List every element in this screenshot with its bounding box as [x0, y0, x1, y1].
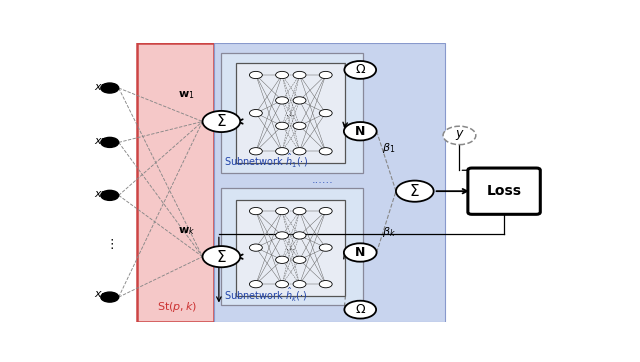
Circle shape [202, 246, 240, 267]
Text: Subnetwork $\hat{h}_k(\cdot)$: Subnetwork $\hat{h}_k(\cdot)$ [224, 285, 307, 303]
Circle shape [319, 148, 332, 155]
Text: $y$: $y$ [454, 129, 465, 142]
Bar [236, 199, 346, 296]
FancyBboxPatch shape [468, 168, 540, 214]
Circle shape [250, 281, 262, 288]
Text: $\Sigma$: $\Sigma$ [410, 183, 420, 199]
Text: N: N [355, 125, 365, 138]
Circle shape [250, 244, 262, 251]
Circle shape [344, 61, 376, 79]
Text: ......: ...... [312, 175, 334, 185]
Circle shape [319, 71, 332, 79]
Circle shape [101, 137, 118, 147]
Circle shape [101, 83, 118, 93]
Text: Subnetwork $\hat{h}_1(\cdot)$: Subnetwork $\hat{h}_1(\cdot)$ [224, 152, 308, 169]
Circle shape [276, 148, 289, 155]
Text: $\mathbf{w}_k$: $\mathbf{w}_k$ [178, 226, 195, 237]
Circle shape [293, 256, 306, 264]
Circle shape [293, 232, 306, 239]
Text: $\Omega$: $\Omega$ [355, 303, 366, 316]
Circle shape [250, 207, 262, 215]
Bar [236, 63, 346, 163]
Text: $\mathbf{w}_1$: $\mathbf{w}_1$ [179, 89, 195, 101]
Text: $\beta_k$: $\beta_k$ [381, 224, 396, 239]
Circle shape [319, 281, 332, 288]
Circle shape [250, 71, 262, 79]
Text: $x_p$: $x_p$ [94, 290, 108, 304]
Circle shape [276, 232, 289, 239]
Circle shape [276, 122, 289, 130]
Text: $\Sigma$: $\Sigma$ [216, 114, 227, 130]
Text: $\Sigma$: $\Sigma$ [216, 249, 227, 265]
Text: N: N [355, 246, 365, 259]
Circle shape [101, 292, 118, 302]
Circle shape [344, 243, 376, 262]
Circle shape [293, 281, 306, 288]
Circle shape [344, 301, 376, 319]
Circle shape [276, 97, 289, 104]
Circle shape [319, 244, 332, 251]
Bar [137, 43, 214, 322]
Text: $x_3$: $x_3$ [94, 189, 108, 201]
Circle shape [250, 109, 262, 117]
Circle shape [319, 207, 332, 215]
Text: Loss: Loss [486, 184, 522, 198]
Circle shape [276, 256, 289, 264]
Text: $x_1$: $x_1$ [94, 82, 108, 94]
Text: $\Omega$: $\Omega$ [355, 63, 366, 76]
Text: ...: ... [287, 109, 295, 118]
Bar [214, 43, 445, 322]
Bar [221, 53, 363, 173]
Circle shape [276, 207, 289, 215]
Circle shape [396, 181, 434, 202]
Circle shape [250, 148, 262, 155]
Bar [221, 188, 363, 306]
Text: $\mathrm{St}(p,k)$: $\mathrm{St}(p,k)$ [157, 300, 197, 314]
Circle shape [319, 109, 332, 117]
Text: $\vdots$: $\vdots$ [106, 237, 114, 251]
Circle shape [293, 122, 306, 130]
Circle shape [276, 71, 289, 79]
Circle shape [293, 148, 306, 155]
Circle shape [293, 97, 306, 104]
Text: $x_2$: $x_2$ [94, 136, 108, 148]
Circle shape [276, 281, 289, 288]
Text: $\beta_1$: $\beta_1$ [382, 141, 395, 155]
Circle shape [101, 190, 118, 201]
Circle shape [443, 126, 476, 145]
Circle shape [293, 71, 306, 79]
Circle shape [293, 207, 306, 215]
Circle shape [202, 111, 240, 132]
Circle shape [344, 122, 376, 140]
Text: ...: ... [287, 243, 295, 252]
